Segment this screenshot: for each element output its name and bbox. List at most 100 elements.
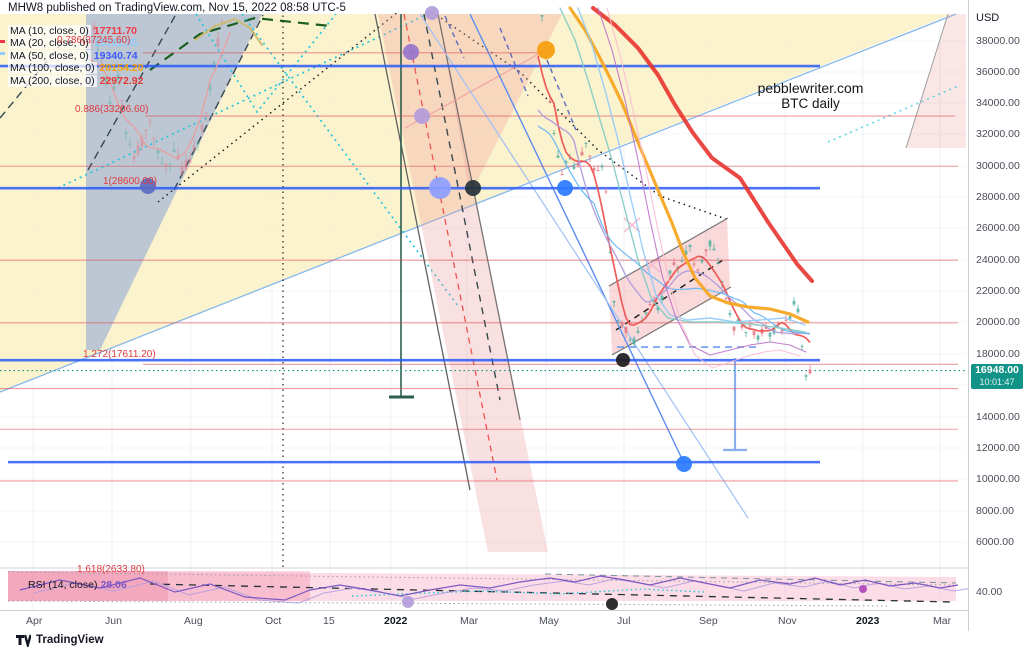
time-tick: 2022 — [384, 615, 408, 627]
legend-row-ma50[interactable]: MA (50, close, 0) 19340.74 — [8, 49, 143, 62]
chart-marker-dot — [403, 44, 419, 60]
currency-label: USD — [976, 12, 1000, 24]
rsi-panel-band[interactable] — [0, 567, 968, 607]
ma100-label: MA (100, close, 0) — [8, 62, 97, 75]
topright-pink-sliver[interactable] — [905, 13, 966, 149]
tradingview-logo-icon — [16, 634, 31, 647]
ma200-value: 22972.92 — [99, 74, 144, 87]
time-tick: Jul — [617, 615, 631, 627]
chart-marker-dot — [557, 180, 573, 196]
price-tick: 28000.00 — [976, 191, 1020, 203]
price-tick: 10000.00 — [976, 473, 1020, 485]
price-tick: 32000.00 — [976, 128, 1020, 140]
price-tick: 18000.00 — [976, 348, 1020, 360]
rsi-ma-line — [33, 578, 968, 604]
rsi-line — [19, 575, 959, 601]
price-tick: 20000.00 — [976, 316, 1020, 328]
left-edge-price-chips — [0, 40, 5, 55]
skyblue-ma — [577, 7, 806, 326]
time-tick: Nov — [778, 615, 797, 627]
time-tick: May — [539, 615, 559, 627]
ma-line — [537, 56, 811, 343]
fib-label-1618: 1.618(2633.80) — [77, 564, 145, 575]
rsi-legend[interactable]: RSI (14, close) 28.06 — [28, 579, 127, 591]
legend-row-ma200[interactable]: MA (200, close, 0) 22972.92 — [8, 74, 144, 87]
legend-row-ma100[interactable]: MA (100, close, 0) 20154.20 — [8, 62, 144, 75]
ma50-label: MA (50, close, 0) — [8, 49, 91, 62]
price-axis[interactable]: USD 38000.00 36000.00 34000.00 32000.00 3000… — [968, 0, 1024, 631]
current-price: 16948.00 — [975, 364, 1019, 376]
ma200-label: MA (200, close, 0) — [8, 74, 97, 87]
ma20-label: MA (20, close, 0) — [8, 37, 91, 50]
branding[interactable]: TradingView — [16, 633, 104, 647]
chart-marker-dot — [616, 353, 630, 367]
chart-marker-dot — [414, 108, 430, 124]
chart-marker-dot — [537, 41, 555, 59]
pink-ma — [606, 7, 801, 369]
watermark-symbol: BTC daily — [781, 96, 840, 111]
chart-marker-dot — [859, 585, 867, 593]
fib-label-0886: 0.886(33206.60) — [75, 104, 149, 115]
chart-marker-dot — [606, 598, 618, 610]
rsi-value: 28.06 — [100, 579, 127, 591]
steep-pink-channel[interactable] — [374, 13, 562, 552]
cyan-dotted-lines[interactable] — [57, 11, 959, 307]
time-tick: Jun — [105, 615, 122, 627]
ma200-weekly-red — [591, 6, 814, 283]
current-price-badge[interactable]: 16948.00 10:01:47 — [971, 364, 1023, 389]
watermark-site: pebblewriter.com — [757, 80, 864, 96]
indicator-legend: MA (10, close, 0) 17711.70 MA (20, close,… — [8, 25, 143, 87]
dark-green-dashed-curve[interactable] — [149, 16, 331, 71]
chart-marker-dot — [465, 180, 481, 196]
ma-line — [85, 32, 231, 159]
price-tick: 38000.00 — [976, 35, 1020, 47]
time-tick: Oct — [265, 615, 282, 627]
chart-marker-dot — [425, 6, 439, 20]
ma100-value: 20154.20 — [99, 62, 144, 75]
vertical-measure-lines[interactable] — [389, 14, 747, 452]
ma100-orange — [568, 6, 810, 324]
teal-ma — [559, 7, 806, 333]
fib-label-0786: 0.786(37245.60) — [57, 35, 131, 46]
price-tick: 14000.00 — [976, 411, 1020, 423]
ma10-label: MA (10, close, 0) — [8, 25, 91, 37]
time-tick: Mar — [460, 615, 479, 627]
legend-row-ma20[interactable]: MA (20, close, 0) 15162.35 — [8, 37, 143, 50]
price-tick: 22000.00 — [976, 285, 1020, 297]
time-tick: Mar — [933, 615, 952, 627]
price-tick: 6000.00 — [976, 536, 1014, 548]
ma20-value: 15162.35 — [93, 37, 138, 50]
chart-marker-dot — [429, 177, 451, 199]
watermark: pebblewriter.com BTC daily — [728, 80, 893, 111]
ma10-value: 17711.70 — [93, 25, 137, 37]
publish-header: MHW8 published on TradingView.com, Nov 1… — [8, 2, 346, 14]
indigo-dashed-segments[interactable] — [444, 15, 577, 131]
chart-marker-dot — [402, 596, 414, 608]
legend-row-ma10[interactable]: MA (10, close, 0) 17711.70 — [8, 25, 143, 37]
price-tick: 24000.00 — [976, 254, 1020, 266]
time-tick: Apr — [26, 615, 43, 627]
time-tick: Aug — [184, 615, 203, 627]
chart-marker-dot — [140, 178, 156, 194]
fib-label-1272: 1.272(17611.20) — [83, 349, 156, 360]
rsi-label: RSI (14, close) — [28, 579, 98, 591]
ma-line — [537, 125, 811, 335]
blue-diagonal-lines[interactable] — [419, 13, 749, 519]
price-data-layer[interactable] — [0, 6, 968, 610]
price-tick: 12000.00 — [976, 442, 1020, 454]
long-ascending-trendline[interactable] — [0, 13, 957, 393]
khaki-ma — [194, 18, 263, 46]
price-tick: 34000.00 — [976, 97, 1020, 109]
chart-canvas[interactable] — [0, 0, 968, 631]
time-tick: 2023 — [856, 615, 880, 627]
rsi-scale-tick: 40.00 — [976, 586, 1003, 598]
tradingview-logo-text: TradingView — [36, 634, 104, 646]
chart-marker-dot — [676, 456, 692, 472]
ma50-value: 19340.74 — [93, 49, 138, 62]
time-tick: Sep — [699, 615, 718, 627]
price-tick: 8000.00 — [976, 505, 1014, 517]
bar-countdown: 10:01:47 — [979, 377, 1015, 387]
time-axis[interactable]: Apr Jun Aug Oct 15 2022 Mar May Jul Sep Nov 2023 Mar — [0, 610, 968, 632]
fib-label-1: 1(28600.00) — [103, 176, 157, 187]
